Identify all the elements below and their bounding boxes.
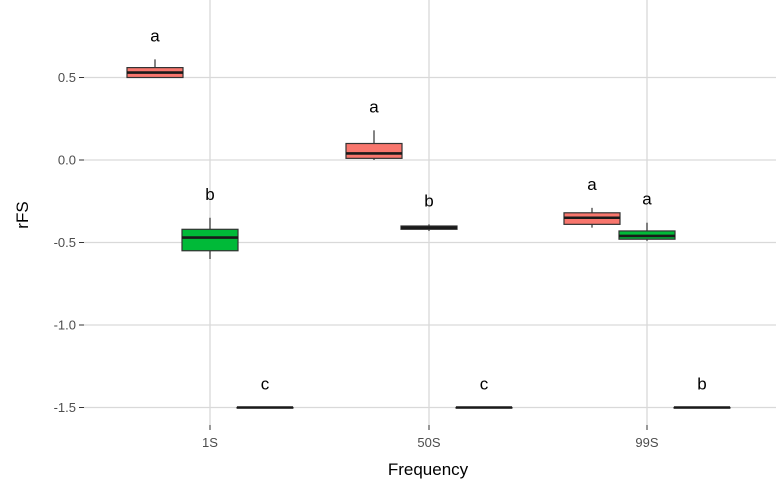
y-axis-title: rFS bbox=[13, 201, 32, 228]
box-1S-series-2 bbox=[181, 217, 239, 259]
x-axis-title: Frequency bbox=[388, 460, 469, 479]
y-tick-label: -1.5 bbox=[54, 400, 76, 415]
box-1S-series-3 bbox=[236, 406, 294, 409]
box-plot-marks bbox=[126, 59, 731, 409]
x-tick-label: 1S bbox=[202, 435, 218, 450]
y-tick-label: 0.0 bbox=[58, 153, 76, 168]
group-letter: b bbox=[205, 185, 214, 204]
group-letter: b bbox=[424, 191, 433, 210]
group-letter: a bbox=[642, 190, 652, 209]
group-letter: c bbox=[261, 375, 270, 394]
box-50S-series-3 bbox=[455, 406, 513, 409]
x-tick-label: 50S bbox=[417, 435, 440, 450]
group-letter: a bbox=[587, 175, 597, 194]
box-1S-series-1 bbox=[126, 59, 184, 79]
group-letter: a bbox=[150, 26, 160, 45]
y-axis-ticks: 0.5 0.0 -0.5 -1.0 -1.5 bbox=[54, 70, 84, 415]
box-body bbox=[345, 142, 403, 159]
box-99S-series-1 bbox=[563, 207, 621, 228]
group-letter: b bbox=[697, 375, 706, 394]
box-body bbox=[181, 228, 239, 252]
grid-lines bbox=[84, 0, 776, 425]
x-axis-ticks: 1S 50S 99S bbox=[202, 425, 659, 450]
y-tick-label: 0.5 bbox=[58, 70, 76, 85]
y-tick-label: -1.0 bbox=[54, 318, 76, 333]
box-50S-series-2 bbox=[400, 224, 458, 231]
y-tick-label: -0.5 bbox=[54, 235, 76, 250]
box-99S-series-3 bbox=[673, 406, 731, 409]
group-letter: c bbox=[480, 375, 489, 394]
box-99S-series-2 bbox=[618, 222, 676, 241]
group-letter: a bbox=[369, 97, 379, 116]
x-tick-label: 99S bbox=[635, 435, 658, 450]
group-letter-labels: a a a b b a c c b bbox=[150, 26, 706, 393]
box-50S-series-1 bbox=[345, 130, 403, 160]
